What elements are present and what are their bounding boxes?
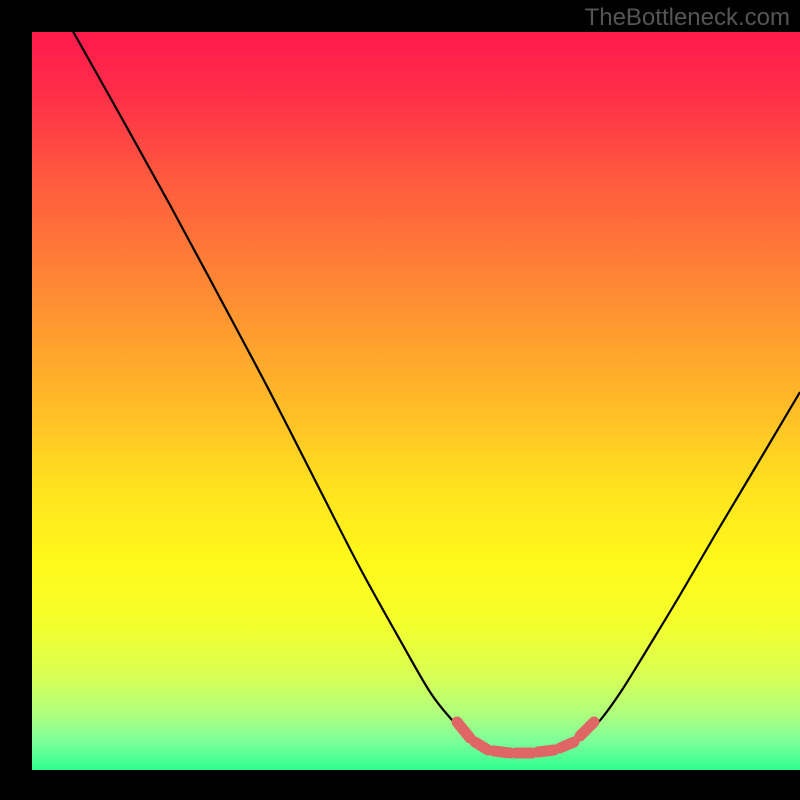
bottleneck-chart (0, 0, 800, 800)
watermark-text: TheBottleneck.com (585, 4, 790, 32)
chart-container: TheBottleneck.com (0, 0, 800, 800)
plot-background (32, 32, 800, 770)
